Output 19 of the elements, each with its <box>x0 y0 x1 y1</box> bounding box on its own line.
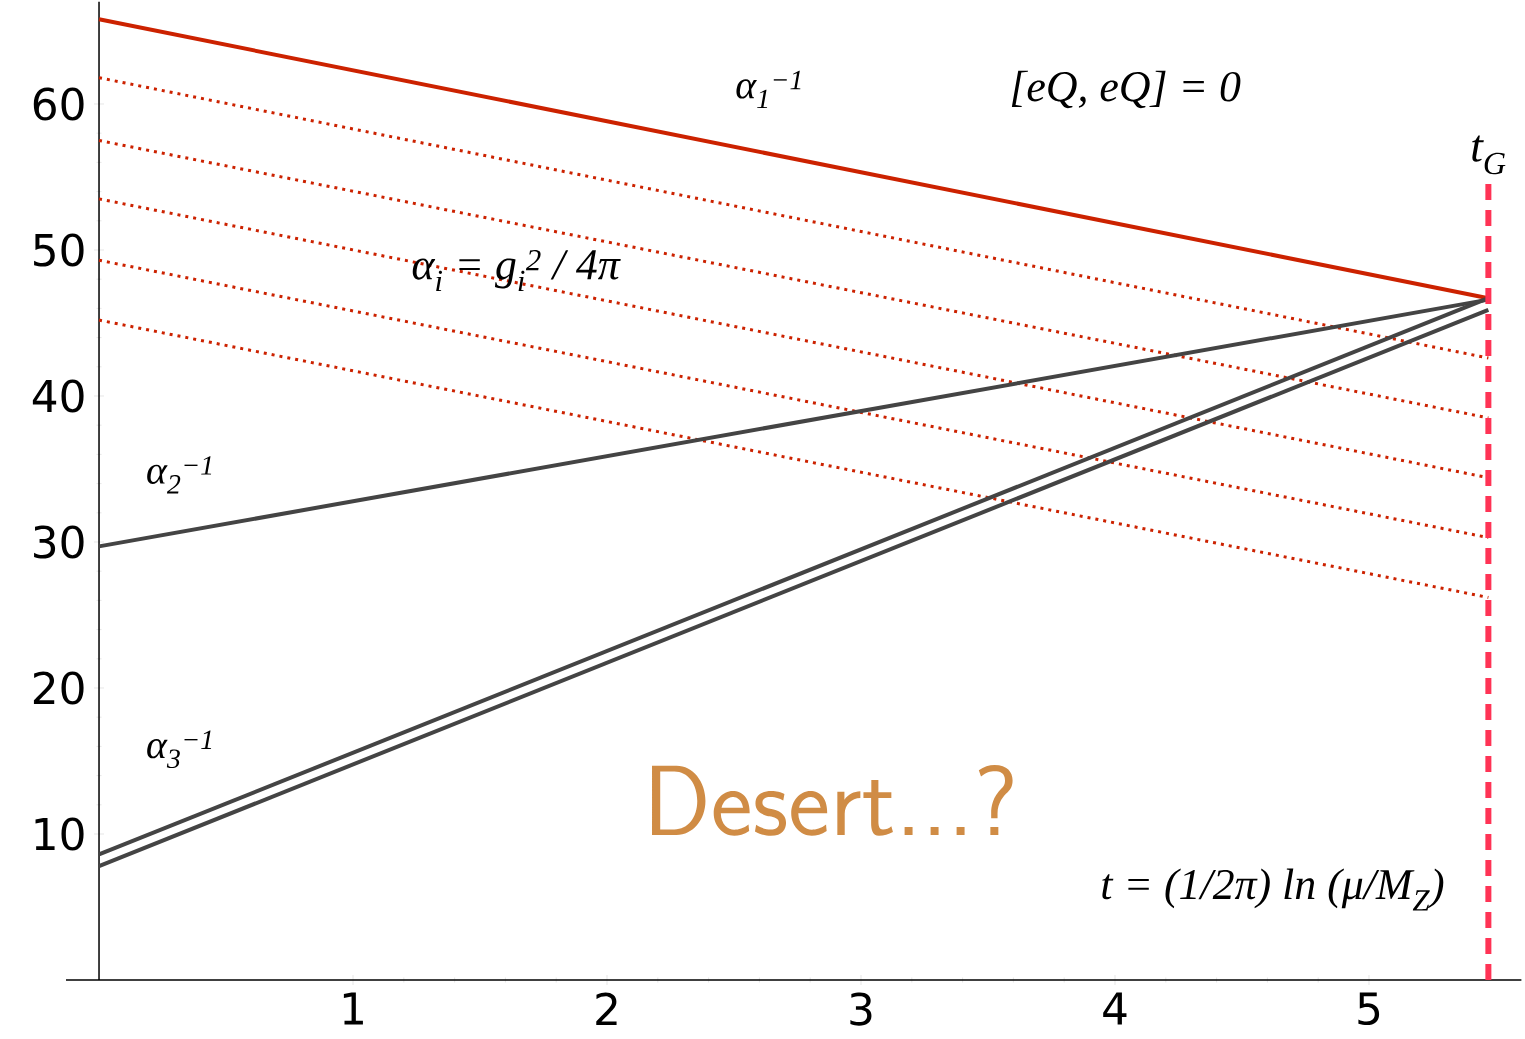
x-tick-label: 3 <box>850 992 872 1026</box>
y-tick-label: 20 <box>33 671 84 705</box>
annotation: [eQ, eQ] = 0 <box>1011 70 1241 109</box>
series-label: α$_{1}$−1 <box>736 70 801 109</box>
y-tick-label: 40 <box>32 379 84 413</box>
annotation: α$_{i}$ = g$_{i}$$^{2}$ / 4π <box>412 249 621 291</box>
series-label: α$_{2}$−1 <box>147 456 212 494</box>
x-tick-label: 5 <box>1358 992 1380 1026</box>
series-label: α$_{3}$−1 <box>147 730 212 769</box>
ref-line-label: t$_{G}$ <box>1472 135 1506 175</box>
y-tick-label: 30 <box>34 525 84 559</box>
x-tick-label: 4 <box>1103 992 1127 1025</box>
annotation: Desert...? <box>652 765 1013 836</box>
y-tick-label: 10 <box>35 817 84 851</box>
annotation: t = (1/2π) ln (μ/M$_{Z}$) <box>1102 868 1444 911</box>
x-tick-label: 2 <box>596 992 617 1026</box>
y-tick-label: 50 <box>34 233 84 267</box>
y-tick-label: 60 <box>33 87 84 121</box>
x-tick-label: 1 <box>343 992 363 1025</box>
